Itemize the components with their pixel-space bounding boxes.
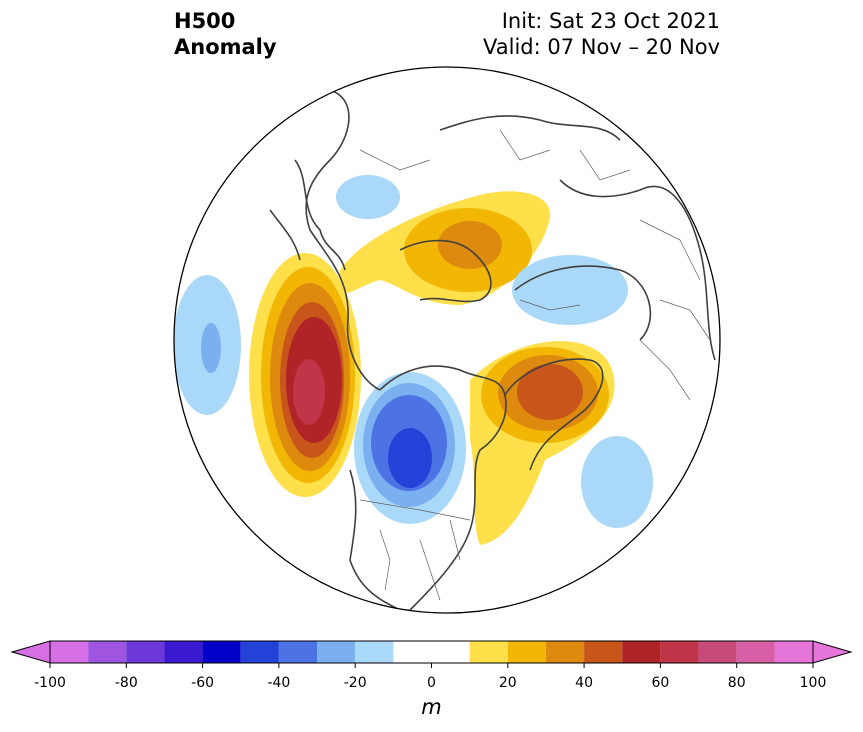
colorbar-segment	[736, 641, 775, 663]
colorbar-tick-label: 100	[800, 675, 827, 691]
colorbar-segment	[317, 641, 356, 663]
colorbar-segment	[126, 641, 165, 663]
anomaly-north-atlantic-trough	[581, 436, 653, 528]
colorbar-tick-label: -60	[191, 675, 214, 691]
anomaly-central-canada-trough	[354, 372, 466, 524]
colorbar-segment	[240, 641, 279, 663]
colorbar-extend-low	[10, 640, 51, 664]
colorbar-segment	[469, 641, 508, 663]
colorbar-segment	[202, 641, 241, 663]
init-date: Init: Sat 23 Oct 2021	[501, 9, 720, 33]
colorbar-tick-label: 40	[575, 675, 593, 691]
colorbar-segment	[545, 641, 585, 663]
colorbar-segment	[584, 641, 623, 663]
colorbar-tick-label: 0	[427, 675, 436, 691]
colorbar-segment	[393, 641, 470, 663]
colorbar-unit: m	[421, 695, 442, 719]
anomaly-west-siberia-trough	[512, 255, 628, 325]
anomaly-mediterranean-trough	[336, 175, 400, 219]
colorbar-segment	[50, 641, 89, 663]
coastlines	[269, 89, 716, 611]
colorbar-tick-label: 20	[499, 675, 517, 691]
anomaly-scandinavia-ridge	[338, 191, 551, 305]
anomaly-east-pacific-trough	[174, 275, 241, 415]
colorbar-segment	[622, 641, 661, 663]
colorbar-extend-high	[812, 640, 853, 664]
colorbar-segment	[355, 641, 394, 663]
map-title: H500 Anomaly	[174, 8, 277, 60]
colorbar-segment	[698, 641, 737, 663]
polar-map	[173, 66, 721, 614]
colorbar-segment	[164, 641, 203, 663]
borders	[359, 129, 711, 601]
map-disc	[174, 67, 720, 613]
colorbar-frame	[49, 640, 814, 664]
colorbar-segment	[88, 641, 127, 663]
map-title-line1: H500	[174, 9, 236, 33]
colorbar-tick-label: 80	[728, 675, 746, 691]
colorbar-segment	[278, 641, 318, 663]
colorbar-segment	[660, 641, 699, 663]
colorbar-tick-label: -40	[267, 675, 290, 691]
anomaly-north-pacific-ridge	[249, 253, 361, 497]
map-boundary	[173, 66, 721, 614]
colorbar-tick-label: -100	[34, 675, 66, 691]
colorbar-segment	[774, 641, 813, 663]
forecast-dates: Init: Sat 23 Oct 2021 Valid: 07 Nov – 20…	[483, 8, 720, 60]
colorbar-tick-label: -20	[344, 675, 367, 691]
colorbar-tick-label: 60	[651, 675, 669, 691]
colorbar-tick-label: -80	[115, 675, 138, 691]
valid-dates: Valid: 07 Nov – 20 Nov	[483, 35, 720, 59]
map-title-line2: Anomaly	[174, 35, 277, 59]
colorbar-segment	[507, 641, 546, 663]
